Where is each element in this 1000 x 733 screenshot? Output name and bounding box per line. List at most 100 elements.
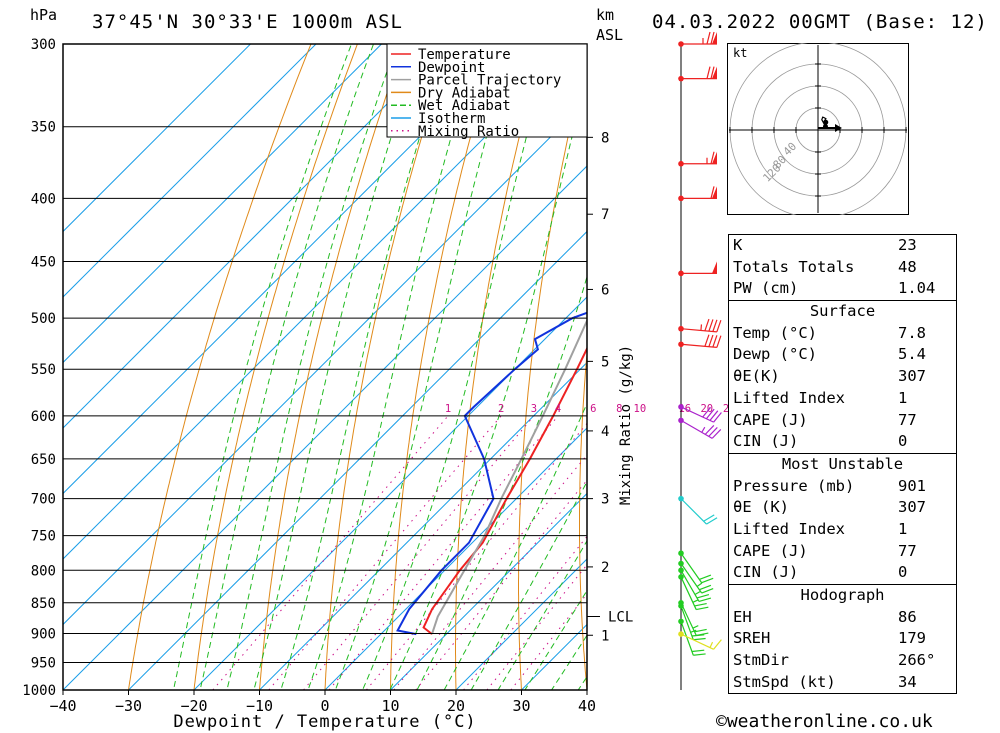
wind-barb-flag (693, 653, 706, 656)
datetime-title: 04.03.2022 00GMT (Base: 12) (652, 11, 988, 33)
surface-value: 5.4 (898, 345, 926, 364)
height-unit-label: km (596, 6, 615, 24)
wind-barb-pennant (712, 66, 717, 79)
wind-barb-half-flag (700, 324, 703, 331)
height-tick-label: 3 (601, 492, 609, 508)
surface-label: Lifted Index (733, 388, 845, 407)
wind-barb-flag (710, 66, 715, 79)
location-title: 37°45'N 30°33'E 1000m ASL (92, 11, 403, 33)
copyright: ©weatheronline.co.uk (716, 711, 933, 732)
most-unstable-row: CIN (J) 0 (729, 562, 956, 584)
stats-panel: K 23 Totals Totals 48 PW (cm) 1.04 Surface Te… (728, 234, 957, 695)
mixing-ratio-value-label: 8 (616, 403, 622, 415)
wind-barb-half-flag (692, 625, 699, 629)
wind-barb-pennant (712, 261, 717, 274)
wind-barb-flag (696, 594, 710, 599)
mixing-ratio-line (303, 415, 535, 690)
mixing-ratio-line (328, 415, 559, 690)
temperature-tick-label: 0 (320, 697, 329, 715)
wet-adiabat-line (172, 44, 353, 690)
wind-barb-flag (703, 514, 715, 522)
wind-barb-staff (680, 406, 714, 423)
temperature-tick-label: −30 (115, 697, 142, 715)
wind-barb-pennant (712, 186, 717, 199)
hodograph-unit: kt (733, 46, 747, 60)
surface-value: 7.8 (898, 323, 926, 342)
legend-item-label: Dry Adiabat (418, 85, 511, 101)
wind-barb-flag (696, 606, 709, 611)
pressure-tick-label: 450 (31, 255, 56, 271)
wind-barb-flag (708, 427, 718, 437)
wind-barb-staff (680, 605, 694, 640)
wind-barb-flag (699, 584, 712, 591)
most-unstable-label: CAPE (J) (733, 541, 808, 560)
wind-barb-flag (693, 637, 706, 641)
wet-adiabat-line (199, 44, 375, 690)
mixing-ratio-line (268, 415, 502, 690)
temperature-tick-label: −10 (246, 697, 273, 715)
mixing-ratio-value-label: 1 (445, 403, 451, 415)
wind-barb-flag (701, 588, 714, 594)
wind-barb (678, 151, 717, 167)
wind-barb-staff (680, 569, 700, 602)
wind-barb (678, 334, 722, 349)
x-axis-label: Dewpoint / Temperature (°C) (173, 712, 476, 732)
wind-barb-flag (713, 412, 722, 423)
wind-barb (678, 417, 722, 439)
height-tick-label: 1 (601, 628, 609, 644)
isotherm-line (63, 44, 252, 233)
pressure-tick-label: 700 (31, 492, 56, 508)
wind-barb-pennant (712, 151, 717, 164)
wet-adiabat-line (497, 539, 587, 690)
isotherm-line (389, 492, 587, 690)
surface-label: CIN (J) (733, 432, 799, 451)
index-row: PW (cm) 1.04 (729, 278, 956, 300)
wind-barb-flag (716, 319, 722, 333)
hodograph-stat-value: 266° (898, 651, 936, 670)
most-unstable-value: 901 (898, 476, 926, 495)
wind-barb (678, 495, 718, 525)
hodograph-point (823, 119, 829, 125)
temperature-tick-label: 10 (381, 697, 399, 715)
wind-barb-flag (710, 151, 715, 164)
wind-barb-staff (680, 328, 717, 333)
wind-barb-flag (709, 410, 719, 421)
isotherm-line (63, 99, 587, 626)
surface-value: 0 (898, 432, 908, 451)
legend-item-label: Dewpoint (418, 60, 485, 76)
pressure-tick-label: 850 (31, 596, 56, 612)
wind-barb (678, 631, 722, 650)
wind-barb-flag (713, 639, 722, 650)
surface-row: CAPE (J) 77 (729, 410, 956, 432)
height-tick-label: 6 (601, 282, 609, 298)
wind-barb-staff (680, 419, 713, 439)
wind-barb-pennant (712, 32, 717, 44)
legend-box (386, 43, 588, 138)
most-unstable-row: Lifted Index 1 (729, 519, 956, 541)
mixing-ratio-value-label: 4 (555, 403, 561, 415)
hodograph-stat-row: SREH 179 (729, 628, 956, 650)
mixing-ratio-axis-label: Mixing Ratio (g/kg) (618, 345, 634, 505)
pressure-unit-label: hPa (30, 6, 58, 24)
surface-row: CIN (J) 0 (729, 431, 956, 453)
wind-barb (678, 603, 706, 641)
wet-adiabat-line (443, 402, 587, 690)
hodograph-stat-label: StmSpd (kt) (733, 672, 836, 691)
wind-barb-staff (680, 498, 707, 525)
dry-adiabat-line (958, 0, 1000, 716)
wind-barb (678, 560, 714, 594)
wind-barb (678, 567, 712, 603)
mixing-ratio-line (212, 415, 449, 690)
surface-row: Temp (°C) 7.8 (729, 323, 956, 345)
index-label: Totals Totals (733, 257, 855, 276)
surface-label: θE(K) (733, 367, 780, 386)
wind-barb-flag (711, 429, 722, 439)
surface-label: Dewp (°C) (733, 345, 817, 364)
most-unstable-row: CAPE (J) 77 (729, 541, 956, 563)
wet-adiabat-line (470, 480, 587, 690)
height-tick-label: 7 (601, 207, 609, 223)
most-unstable-label: CIN (J) (733, 563, 799, 582)
mixing-ratio-line (393, 454, 587, 690)
storm-motion-arrow-head (835, 124, 842, 132)
